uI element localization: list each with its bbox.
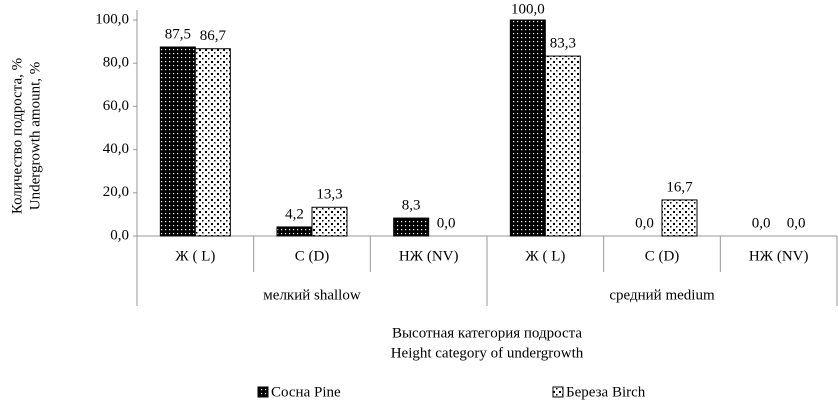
value-label: 83,3: [550, 36, 576, 52]
x-tick-label: Ж ( L): [175, 248, 215, 264]
y-tick-label: 0,0: [110, 227, 129, 243]
bar: [544, 55, 581, 237]
value-label: 13,3: [316, 187, 342, 203]
x-tick-label: С (D): [645, 248, 680, 264]
value-label: 8,3: [402, 198, 421, 214]
bar: [509, 19, 546, 237]
y-tick-label: 20,0: [103, 184, 129, 200]
y-tick-label: 100,0: [95, 11, 129, 27]
value-label: 100,0: [511, 1, 545, 17]
y-tick-label: 60,0: [103, 98, 129, 114]
value-label: 16,7: [666, 179, 693, 195]
legend-label: Сосна Pine: [271, 384, 341, 400]
value-label: 0,0: [752, 215, 771, 231]
value-label: 87,5: [165, 26, 191, 42]
x-axis-label: Height category of undergrowth: [391, 345, 584, 361]
bar: [194, 48, 231, 237]
value-label: 4,2: [285, 206, 304, 222]
group-label: мелкий shallow: [263, 287, 361, 303]
x-axis-label: Высотная категория подроста: [392, 325, 582, 341]
value-label: 0,0: [635, 215, 654, 231]
value-label: 0,0: [437, 215, 456, 231]
x-tick-label: Ж ( L): [525, 248, 565, 264]
x-tick-label: С (D): [295, 248, 330, 264]
legend-label: Береза Birch: [566, 384, 646, 400]
x-tick-label: НЖ (NV): [749, 248, 809, 264]
legend-swatch: [552, 386, 564, 398]
bar: [159, 46, 196, 237]
y-tick-label: 40,0: [103, 141, 129, 157]
value-label: 0,0: [787, 215, 806, 231]
group-label: средний medium: [609, 287, 715, 303]
value-label: 86,7: [200, 28, 227, 44]
bar: [311, 206, 348, 237]
x-tick-label: НЖ (NV): [399, 248, 459, 264]
bar: [661, 199, 698, 237]
bar: [276, 226, 313, 237]
legend-swatch: [257, 386, 269, 398]
bar: [393, 217, 430, 237]
y-tick-label: 80,0: [103, 55, 129, 71]
y-axis-label: Количество подроста, %: [9, 58, 25, 214]
y-axis-label: Undergrowth amount, %: [27, 62, 43, 210]
